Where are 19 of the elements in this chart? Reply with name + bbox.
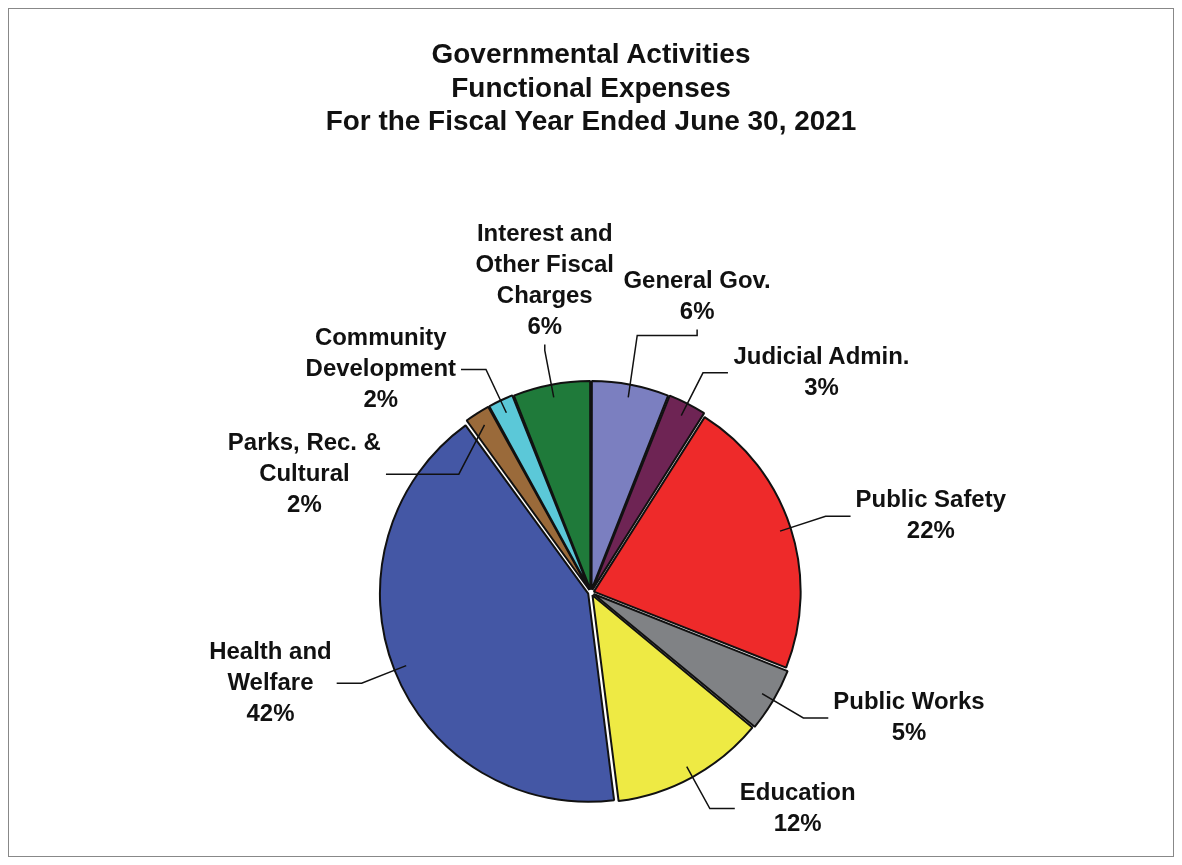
data-label: 5% (891, 718, 927, 746)
data-label: 2% (287, 489, 322, 517)
slice-label: Health and Welfare (209, 636, 332, 695)
slice-label: Judicial Admin. (733, 342, 910, 370)
slice-label: General Gov. (623, 265, 771, 293)
slice-label: Interest and Other Fiscal Charges (475, 218, 614, 308)
data-label: 6% (527, 311, 563, 339)
data-label: 22% (906, 516, 955, 544)
slice-label: Community Development (305, 323, 457, 382)
data-label: 2% (363, 385, 399, 412)
slice-label: Education (739, 777, 856, 805)
slice-label: Public Works (833, 687, 985, 715)
data-label: 6% (679, 296, 715, 324)
slice-label: Public Safety (855, 485, 1007, 513)
data-label: 3% (804, 372, 839, 400)
data-label: 42% (246, 698, 295, 726)
chart-title: Governmental Activities Functional Expenses For the Fiscal Year Ended June 30, 2021 (325, 38, 857, 137)
slice-label: Parks, Rec. & Cultural (227, 427, 381, 486)
data-label: 12% (773, 808, 822, 836)
